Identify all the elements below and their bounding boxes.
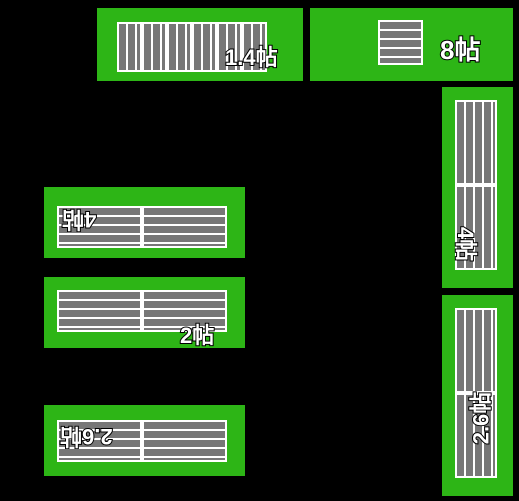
tatami — [117, 22, 142, 72]
tatami — [167, 22, 192, 72]
tatami — [192, 22, 217, 72]
tatami — [142, 290, 227, 332]
tatami — [57, 290, 142, 332]
tatami — [242, 22, 267, 72]
tatami — [455, 308, 497, 393]
tatami — [57, 206, 142, 248]
tatami — [142, 22, 167, 72]
floorplan-canvas: 1.4帖8帖4帖2帖2.6帖4帖2.6帖 — [0, 0, 519, 501]
tatami — [378, 20, 423, 65]
tatami — [57, 420, 142, 462]
tatami — [142, 206, 227, 248]
tatami — [455, 185, 497, 270]
tatami — [455, 393, 497, 478]
tatami — [455, 100, 497, 185]
tatami — [217, 22, 242, 72]
tatami — [142, 420, 227, 462]
